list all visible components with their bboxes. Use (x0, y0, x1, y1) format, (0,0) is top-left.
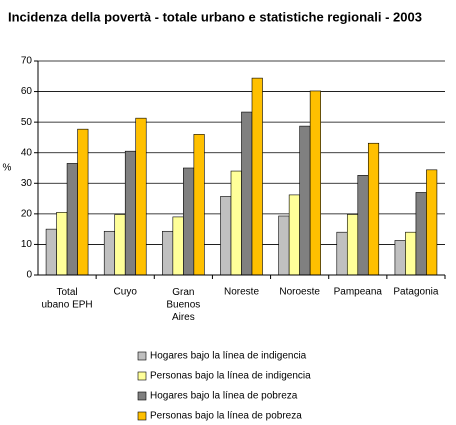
y-tick-label: 50 (21, 117, 33, 128)
bar (288, 194, 300, 276)
bar (135, 117, 147, 276)
bar (172, 216, 184, 276)
bar (193, 134, 205, 276)
bar (415, 192, 427, 276)
bar (162, 230, 174, 276)
x-tick-label: Total ubano EPH (41, 287, 92, 311)
bar (220, 196, 232, 276)
y-tick-label: 0 (26, 270, 32, 281)
x-tick-label: Gran Buenos Aires (166, 287, 200, 323)
bar (103, 230, 116, 276)
y-tick-label: 40 (21, 147, 33, 158)
y-tick-label: 30 (21, 178, 33, 189)
bar (394, 240, 406, 276)
legend-label: Personas bajo la línea de indigencia (150, 371, 311, 382)
x-tick-label: Cuyo (114, 287, 138, 298)
bar (299, 125, 311, 276)
bar (230, 170, 242, 276)
bar (241, 111, 253, 276)
y-tick-label: 70 (21, 56, 33, 67)
bar (114, 214, 126, 276)
bar (77, 128, 89, 276)
bar (367, 142, 380, 276)
bar (183, 167, 195, 276)
bar (426, 169, 438, 276)
legend-label: Hogares bajo la línea de indigencia (150, 351, 307, 362)
legend-swatch (137, 411, 147, 421)
bar (405, 231, 417, 276)
y-tick-label: 10 (21, 239, 33, 250)
y-tick-label: 60 (21, 86, 33, 97)
legend-label: Hogares bajo la línea de pobreza (150, 391, 298, 402)
legend-swatch (137, 391, 147, 401)
bar (346, 214, 359, 276)
x-tick-label: Noreste (224, 287, 259, 298)
legend-label: Personas bajo la línea de pobreza (150, 411, 302, 422)
bar (124, 150, 137, 276)
legend-swatch (137, 351, 147, 361)
x-tick-label: Pampeana (334, 287, 383, 298)
x-tick-label: Patagonia (393, 287, 438, 298)
bar (278, 215, 290, 276)
y-axis-label: % (3, 163, 12, 174)
bar (45, 228, 57, 276)
chart-title: Incidenza della povertà - totale urbano … (8, 9, 422, 24)
bar (336, 231, 348, 276)
bar (357, 175, 369, 276)
bar (251, 77, 263, 276)
bar (66, 163, 78, 276)
bar (56, 212, 68, 276)
y-tick-label: 20 (21, 208, 33, 219)
legend-swatch (137, 371, 147, 381)
bar (309, 90, 321, 276)
x-tick-label: Noroeste (279, 287, 320, 298)
